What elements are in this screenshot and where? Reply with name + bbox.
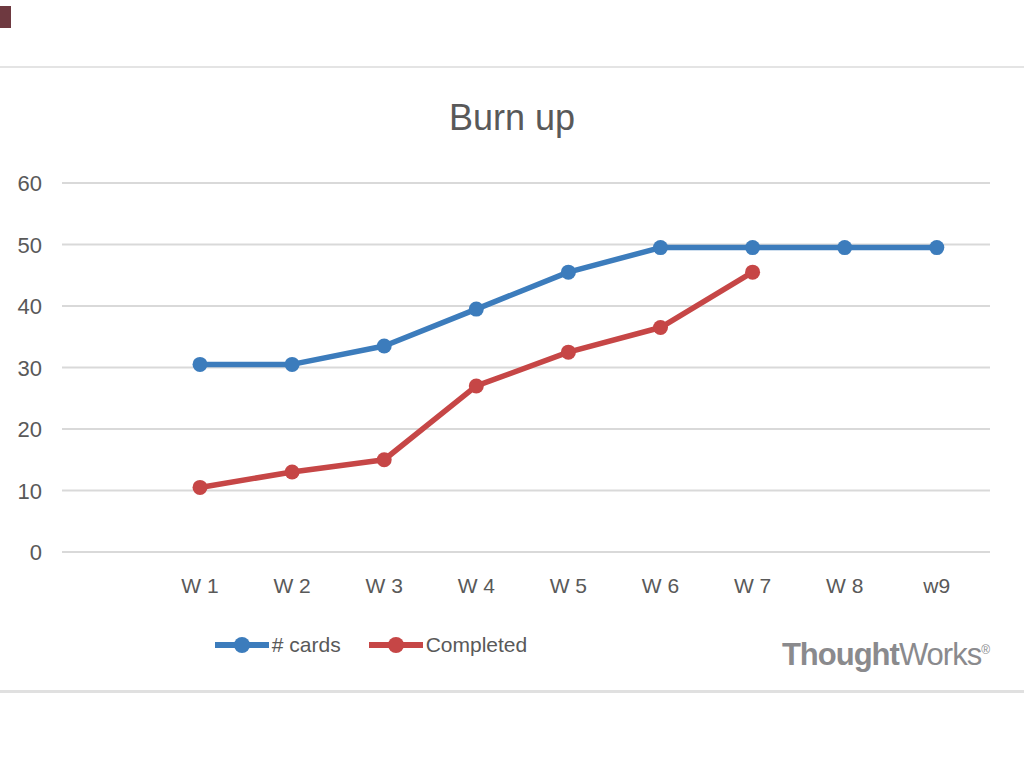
legend-label-cards: # cards bbox=[272, 633, 341, 657]
data-point-marker bbox=[561, 345, 576, 360]
y-axis-tick-label: 20 bbox=[18, 417, 42, 442]
thoughtworks-logo: ThoughtWorks® bbox=[782, 637, 990, 673]
x-axis-tick-label: W 6 bbox=[642, 574, 679, 597]
data-point-marker bbox=[745, 265, 760, 280]
legend-item-completed: Completed bbox=[367, 633, 528, 657]
data-point-marker bbox=[377, 338, 392, 353]
y-axis-tick-label: 10 bbox=[18, 479, 42, 504]
x-axis-tick-label: W 7 bbox=[734, 574, 771, 597]
legend-line-marker-blue-icon bbox=[213, 636, 271, 654]
legend-item-cards: # cards bbox=[213, 633, 341, 657]
data-point-marker bbox=[377, 452, 392, 467]
data-point-marker bbox=[469, 378, 484, 393]
data-point-marker bbox=[469, 302, 484, 317]
x-axis-tick-label: w9 bbox=[922, 574, 950, 597]
y-axis-tick-label: 50 bbox=[18, 233, 42, 258]
data-point-marker bbox=[653, 320, 668, 335]
x-axis-tick-label: W 1 bbox=[181, 574, 218, 597]
data-point-marker bbox=[561, 265, 576, 280]
x-axis-tick-label: W 4 bbox=[458, 574, 496, 597]
x-axis-tick-label: W 5 bbox=[550, 574, 587, 597]
data-point-marker bbox=[745, 240, 760, 255]
legend-label-completed: Completed bbox=[426, 633, 528, 657]
data-point-marker bbox=[193, 480, 208, 495]
y-axis-tick-label: 0 bbox=[30, 540, 42, 565]
y-axis-tick-label: 60 bbox=[18, 171, 42, 196]
data-point-marker bbox=[285, 357, 300, 372]
x-axis-tick-label: W 8 bbox=[826, 574, 863, 597]
data-point-marker bbox=[653, 240, 668, 255]
chart-legend: # cards Completed bbox=[0, 633, 740, 657]
data-point-marker bbox=[285, 465, 300, 480]
data-point-marker bbox=[837, 240, 852, 255]
legend-line-marker-red-icon bbox=[367, 636, 425, 654]
logo-text-regular: Works bbox=[899, 637, 981, 672]
x-axis-tick-label: W 2 bbox=[273, 574, 310, 597]
data-point-marker bbox=[193, 357, 208, 372]
slide-bottom-border bbox=[0, 690, 1024, 693]
data-point-marker bbox=[929, 240, 944, 255]
y-axis-tick-label: 40 bbox=[18, 294, 42, 319]
registered-trademark-icon: ® bbox=[981, 643, 990, 657]
y-axis-tick-label: 30 bbox=[18, 356, 42, 381]
logo-text-bold: Thought bbox=[782, 637, 899, 672]
x-axis-tick-label: W 3 bbox=[366, 574, 403, 597]
